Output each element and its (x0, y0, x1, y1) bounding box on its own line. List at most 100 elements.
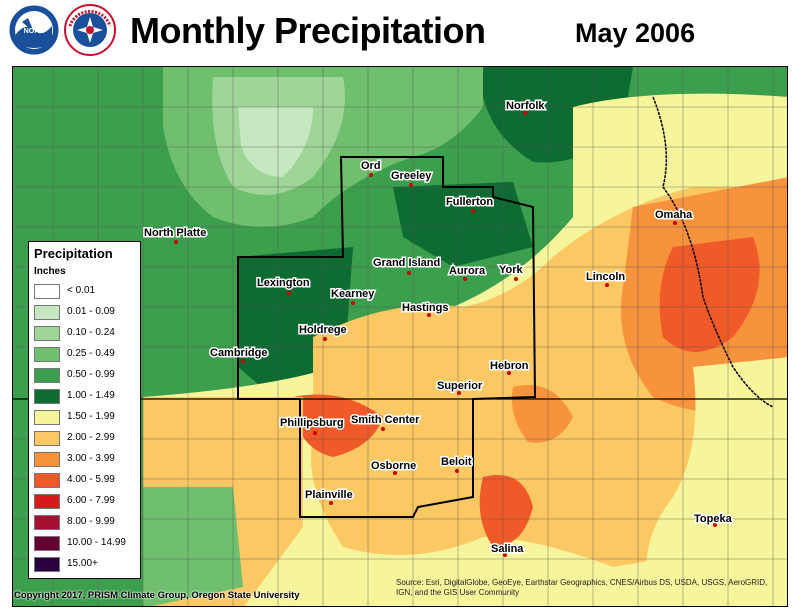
city-label: Lexington (257, 277, 310, 289)
city-label: Lincoln (586, 271, 625, 283)
city-marker (455, 469, 459, 473)
city-hebron[interactable]: Hebron (489, 359, 530, 375)
legend-item: 0.50 - 0.99 (34, 368, 139, 384)
period-label: May 2006 (575, 18, 696, 48)
city-smith-center[interactable]: Smith Center (350, 413, 422, 431)
city-cambridge[interactable]: Cambridge (209, 346, 269, 363)
missouri-river (652, 96, 774, 408)
city-marker (369, 173, 373, 177)
city-holdrege[interactable]: Holdrege (298, 323, 348, 341)
city-topeka[interactable]: Topeka (693, 512, 734, 527)
city-omaha[interactable]: Omaha (654, 208, 695, 225)
legend-label: 1.50 - 1.99 (67, 411, 115, 422)
city-plainville[interactable]: Plainville (304, 488, 354, 505)
city-north-platte[interactable]: North Platte (143, 226, 208, 244)
city-marker (605, 283, 609, 287)
legend-swatch (34, 494, 60, 509)
legend-label: 0.25 - 0.49 (67, 348, 115, 359)
legend-label: 15.00+ (67, 558, 98, 569)
city-label: Greeley (391, 170, 432, 182)
city-york[interactable]: York (498, 263, 525, 281)
svg-text:NOAA: NOAA (24, 28, 45, 35)
precip-zone (393, 182, 533, 267)
legend-units: Inches (34, 266, 66, 277)
city-label: Fullerton (446, 196, 493, 208)
legend-label: 4.00 - 5.99 (67, 474, 115, 485)
city-ord[interactable]: Ord (360, 159, 382, 177)
precip-zone (13, 67, 163, 157)
legend-swatch (34, 326, 60, 341)
city-label: Norfolk (506, 100, 545, 112)
city-marker (287, 291, 291, 295)
legend-swatch (34, 389, 60, 404)
noaa-logo-icon: NOAA (8, 4, 60, 56)
city-label: Osborne (371, 460, 416, 472)
city-marker (463, 277, 467, 281)
precip-zone (293, 394, 383, 457)
legend-label: 0.01 - 0.09 (67, 306, 115, 317)
city-hastings[interactable]: Hastings (401, 301, 450, 317)
city-superior[interactable]: Superior (436, 379, 484, 395)
legend-label: 8.00 - 9.99 (67, 516, 115, 527)
city-marker (471, 209, 475, 213)
legend-label: 6.00 - 7.99 (67, 495, 115, 506)
legend-swatch (34, 557, 60, 572)
city-marker (393, 471, 397, 475)
page-title: Monthly Precipitation (130, 10, 486, 51)
legend-item: 8.00 - 9.99 (34, 515, 139, 531)
legend-swatch (34, 431, 60, 446)
city-lincoln[interactable]: Lincoln (585, 270, 627, 287)
legend-label: 1.00 - 1.49 (67, 390, 115, 401)
legend-swatch (34, 452, 60, 467)
legend-label: < 0.01 (67, 285, 96, 296)
city-marker (503, 553, 507, 557)
city-label: Beloit (441, 456, 472, 468)
legend-item: 15.00+ (34, 557, 139, 573)
legend-item: 6.00 - 7.99 (34, 494, 139, 510)
city-marker (241, 359, 245, 363)
city-kearney[interactable]: Kearney (330, 287, 377, 305)
city-greeley[interactable]: Greeley (390, 169, 434, 187)
precip-zone (238, 107, 313, 177)
city-marker (507, 371, 511, 375)
copyright-text: Copyright 2017, PRISM Climate Group, Ore… (14, 590, 300, 601)
city-label: Omaha (655, 209, 693, 221)
city-grand-island[interactable]: Grand Island (372, 256, 442, 275)
city-marker (313, 431, 317, 435)
legend-swatch (34, 305, 60, 320)
city-norfolk[interactable]: Norfolk (505, 99, 547, 115)
city-label: Aurora (449, 265, 486, 277)
city-label: Ord (361, 160, 381, 172)
city-marker (523, 111, 527, 115)
city-label: Topeka (694, 513, 733, 525)
legend-item: 4.00 - 5.99 (34, 473, 139, 489)
city-phillipsburg[interactable]: Phillipsburg (279, 416, 345, 435)
legend-title: Precipitation (34, 246, 113, 261)
precipitation-map[interactable]: Ord Greeley Norfolk Fullerton North Plat… (12, 66, 788, 607)
city-label: Kearney (331, 288, 375, 300)
city-lexington[interactable]: Lexington (256, 276, 311, 295)
legend-item: 0.25 - 0.49 (34, 347, 139, 363)
legend-item: 1.50 - 1.99 (34, 410, 139, 426)
city-label: Phillipsburg (280, 417, 344, 429)
legend-label: 3.00 - 3.99 (67, 453, 115, 464)
legend-swatch (34, 515, 60, 530)
city-label: Hebron (490, 360, 529, 372)
map-header: NOAA Monthly Precipitation May 2006 (0, 0, 792, 64)
legend-item: 0.01 - 0.09 (34, 305, 139, 321)
attribution-text: Source: Esri, DigitalGlobe, GeoEye, Eart… (396, 578, 768, 597)
city-marker (323, 337, 327, 341)
city-label: Holdrege (299, 324, 347, 336)
city-osborne[interactable]: Osborne (370, 459, 418, 475)
legend: Precipitation Inches < 0.01 0.01 - 0.09 0.… (28, 241, 141, 579)
legend-swatch (34, 347, 60, 362)
city-aurora[interactable]: Aurora (448, 264, 487, 281)
city-fullerton[interactable]: Fullerton (445, 195, 495, 213)
legend-label: 2.00 - 2.99 (67, 432, 115, 443)
legend-item: 10.00 - 14.99 (34, 536, 139, 552)
legend-item: 2.00 - 2.99 (34, 431, 139, 447)
city-beloit[interactable]: Beloit (440, 455, 473, 473)
city-salina[interactable]: Salina (490, 542, 526, 557)
city-label: Superior (437, 380, 483, 392)
city-marker (351, 301, 355, 305)
